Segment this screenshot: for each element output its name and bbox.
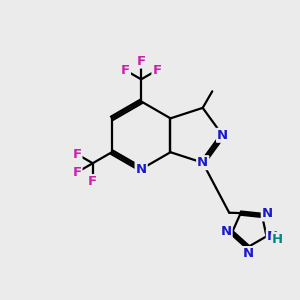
Text: H: H (272, 233, 283, 246)
Text: N: N (197, 156, 208, 169)
Text: F: F (72, 166, 82, 179)
Text: F: F (88, 175, 97, 188)
Text: F: F (152, 64, 161, 77)
Text: N: N (242, 247, 253, 260)
Text: N: N (217, 129, 228, 142)
Text: N: N (267, 230, 278, 243)
Text: N: N (220, 225, 232, 238)
Text: F: F (121, 64, 130, 77)
Text: N: N (262, 207, 273, 220)
Text: F: F (72, 148, 82, 160)
Text: N: N (136, 163, 147, 176)
Text: F: F (136, 55, 146, 68)
